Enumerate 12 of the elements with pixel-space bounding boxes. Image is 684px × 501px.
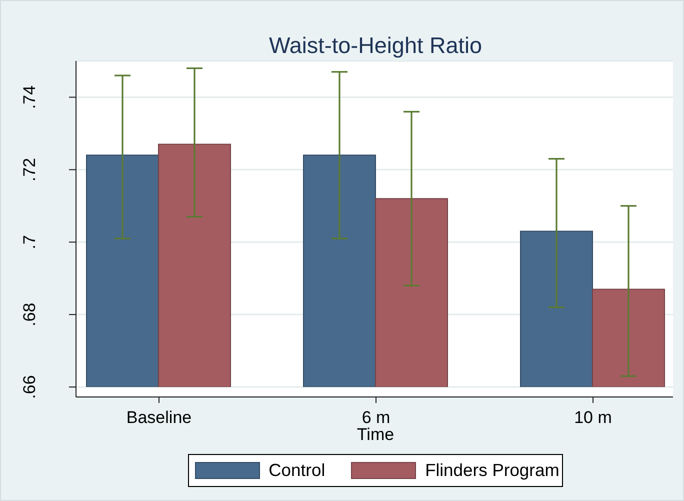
y-tick-label: .7 xyxy=(20,235,38,250)
x-tick-label: 6 m xyxy=(362,408,390,428)
y-tick-label: .66 xyxy=(20,375,38,399)
legend-label: Control xyxy=(268,460,326,481)
y-tick-label: .72 xyxy=(20,158,38,182)
x-axis-title: Time xyxy=(356,425,394,445)
y-tick-label: .68 xyxy=(20,302,38,326)
y-tick-label: .74 xyxy=(20,85,38,110)
chart-title: Waist-to-Height Ratio xyxy=(269,33,482,58)
x-tick-label: Baseline xyxy=(126,408,192,428)
legend-label: Flinders Program xyxy=(425,460,560,481)
x-tick-label: 10 m xyxy=(574,408,612,428)
